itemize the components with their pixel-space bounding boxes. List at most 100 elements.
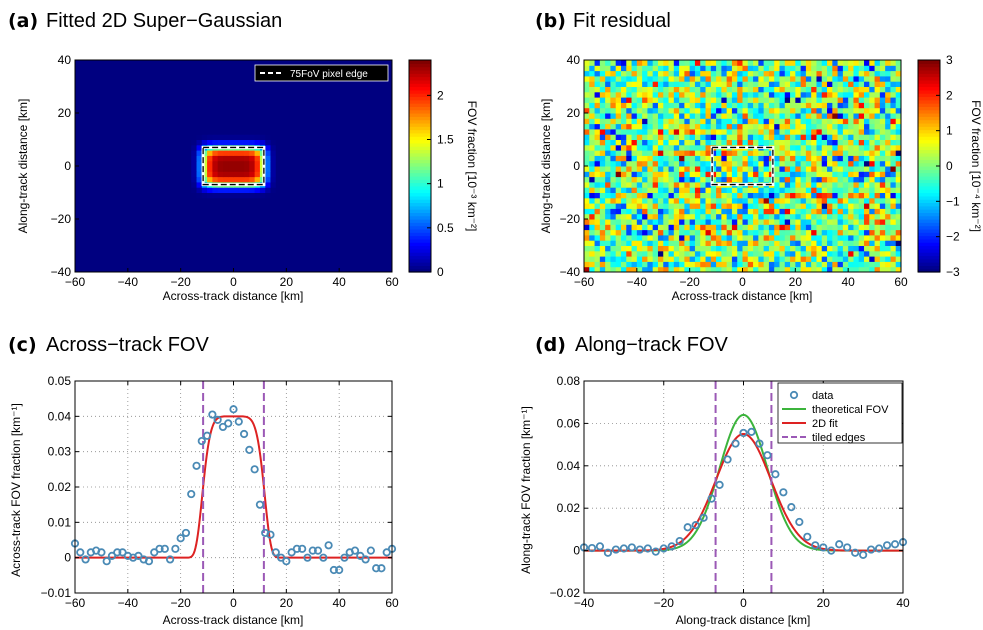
heatmap-cell — [222, 123, 229, 130]
heatmap-cell — [323, 160, 330, 167]
heatmap-cell — [774, 256, 780, 262]
heatmap-cell — [895, 118, 902, 125]
heatmap-cell — [180, 86, 187, 93]
heatmap-cell — [154, 102, 161, 109]
heatmap-cell — [774, 60, 780, 66]
heatmap-cell — [694, 245, 701, 252]
heatmap-cell — [726, 256, 733, 262]
heatmap-cell — [365, 139, 372, 146]
heatmap-cell — [784, 266, 791, 273]
heatmap-cell — [853, 139, 860, 146]
heatmap-cell — [101, 250, 108, 257]
heatmap-cell — [265, 261, 271, 268]
colorbar-segment — [918, 175, 940, 180]
heatmap-cell — [217, 224, 224, 231]
heatmap-cell — [138, 250, 145, 257]
heatmap-cell — [138, 70, 145, 77]
heatmap-cell — [895, 208, 902, 215]
heatmap-cell — [721, 75, 728, 82]
heatmap-cell — [127, 160, 134, 167]
heatmap-cell — [636, 97, 643, 103]
heatmap-cell — [376, 266, 382, 273]
heatmap-cell — [117, 166, 124, 172]
heatmap-cell — [249, 97, 256, 103]
heatmap-cell — [837, 134, 844, 140]
heatmap-cell — [339, 234, 345, 241]
heatmap-cell — [758, 224, 765, 231]
colorbar-segment — [409, 103, 431, 107]
heatmap-cell — [584, 187, 590, 193]
heatmap-cell — [296, 219, 303, 225]
heatmap-cell — [333, 234, 340, 241]
heatmap-cell — [874, 144, 881, 151]
heatmap-cell — [842, 261, 849, 268]
heatmap-cell — [837, 86, 844, 93]
heatmap-cell — [201, 102, 208, 109]
heatmap-cell — [175, 75, 182, 82]
heatmap-cell — [874, 91, 881, 98]
heatmap-cell — [615, 75, 622, 82]
heatmap-cell — [370, 134, 377, 140]
heatmap-cell — [222, 150, 229, 156]
heatmap-cell — [333, 139, 340, 146]
heatmap-cell — [620, 75, 627, 82]
heatmap-cell — [185, 139, 192, 146]
heatmap-cell — [344, 134, 351, 140]
heatmap-cell — [222, 65, 229, 72]
heatmap-cell — [895, 192, 902, 199]
colorbar-segment — [918, 222, 940, 227]
heatmap-cell — [281, 240, 287, 246]
heatmap-cell — [111, 229, 118, 236]
heatmap-cell — [615, 118, 622, 125]
heatmap-cell — [673, 128, 680, 135]
heatmap-cell — [249, 234, 256, 241]
heatmap-cell — [821, 91, 828, 98]
heatmap-cell — [185, 197, 192, 204]
heatmap-cell — [742, 123, 749, 130]
heatmap-cell — [349, 81, 356, 87]
heatmap-cell — [185, 187, 192, 193]
heatmap-cell — [657, 250, 664, 257]
heatmap-cell — [774, 123, 780, 130]
heatmap-cell — [631, 229, 638, 236]
heatmap-cell — [848, 97, 854, 103]
heatmap-cell — [858, 102, 865, 109]
heatmap-cell — [233, 187, 240, 193]
heatmap-cell — [312, 123, 319, 130]
heatmap-cell — [133, 123, 139, 130]
panel-a-pixel-edge — [201, 145, 266, 187]
heatmap-cell — [85, 176, 92, 183]
heatmap-cell — [265, 213, 271, 220]
heatmap-cell — [721, 107, 728, 114]
heatmap-cell — [811, 81, 817, 87]
heatmap-cell — [291, 181, 298, 188]
heatmap-cell — [339, 150, 345, 156]
heatmap-cell — [175, 197, 182, 204]
heatmap-cell — [244, 240, 250, 246]
heatmap-cell — [599, 192, 606, 199]
heatmap-cell — [333, 60, 340, 66]
heatmap-cell — [694, 155, 701, 162]
heatmap-cell — [122, 160, 129, 167]
heatmap-cell — [381, 250, 388, 257]
heatmap-cell — [117, 113, 124, 119]
heatmap-cell — [832, 97, 839, 103]
heatmap-cell — [85, 208, 92, 215]
heatmap-cell — [832, 139, 839, 146]
heatmap-cell — [599, 65, 606, 72]
heatmap-cell — [726, 266, 733, 273]
heatmap-cell — [238, 197, 245, 204]
heatmap-cell — [626, 144, 633, 151]
heatmap-cell — [679, 213, 685, 220]
heatmap-cell — [869, 139, 876, 146]
heatmap-cell — [365, 150, 372, 156]
heatmap-cell — [594, 91, 601, 98]
heatmap-cell — [864, 65, 870, 72]
heatmap-cell — [768, 60, 775, 66]
heatmap-cell — [721, 250, 728, 257]
heatmap-cell — [753, 150, 759, 156]
heatmap-cell — [170, 229, 176, 236]
heatmap-cell — [605, 75, 611, 82]
heatmap-cell — [318, 134, 324, 140]
heatmap-cell — [774, 208, 780, 215]
